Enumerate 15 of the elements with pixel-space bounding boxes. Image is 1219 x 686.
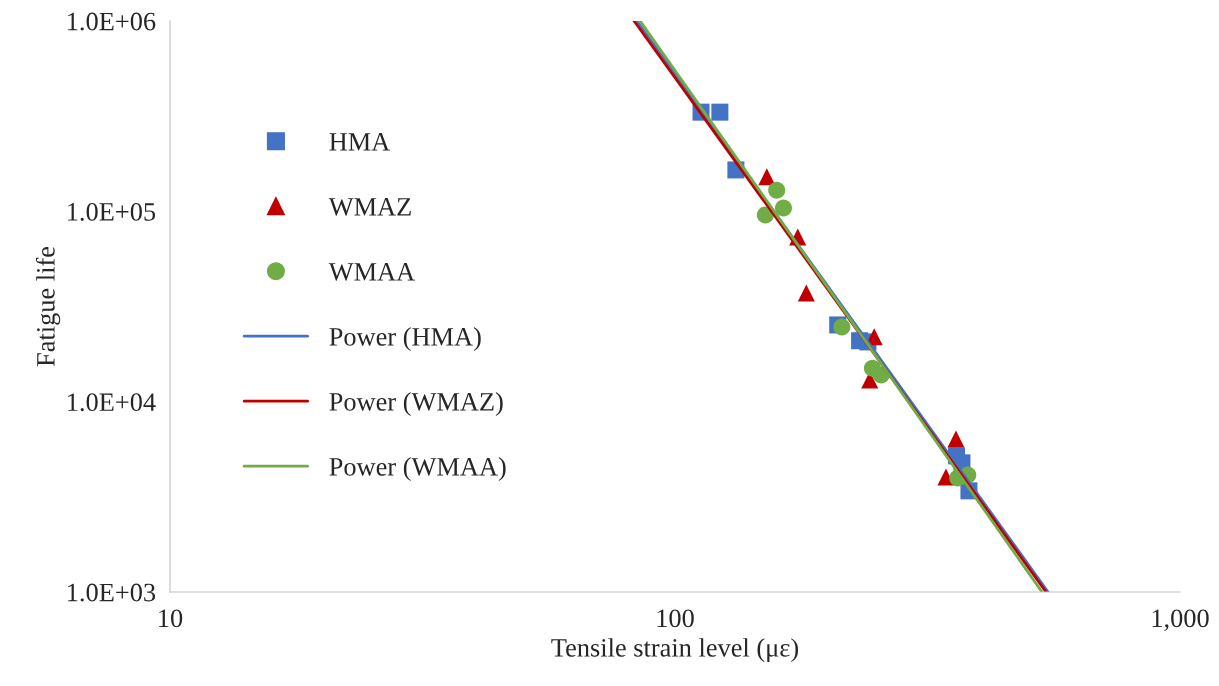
y-tick-label: 1.0E+05 xyxy=(68,202,156,221)
legend-label: Power (HMA) xyxy=(329,327,481,352)
y-tick-label: 1.0E+03 xyxy=(68,583,156,602)
y-axis-title: Fatigue life xyxy=(35,246,61,367)
x-axis-title: Tensile strain level (με) xyxy=(551,638,798,663)
legend-label: HMA xyxy=(329,133,391,151)
legend-label: Power (WMAA) xyxy=(329,457,506,482)
y-tick-label: 1.0E+04 xyxy=(68,393,156,412)
x-tick-label: 10 xyxy=(159,609,183,628)
y-tick-label: 1.0E+06 xyxy=(68,12,156,31)
legend-label: WMAZ xyxy=(328,198,411,216)
legend-label: Power (WMAZ) xyxy=(329,392,503,417)
x-tick-label: 1,000 xyxy=(1152,609,1209,632)
legend-label: WMAA xyxy=(328,263,415,281)
x-tick-label: 100 xyxy=(657,609,694,628)
